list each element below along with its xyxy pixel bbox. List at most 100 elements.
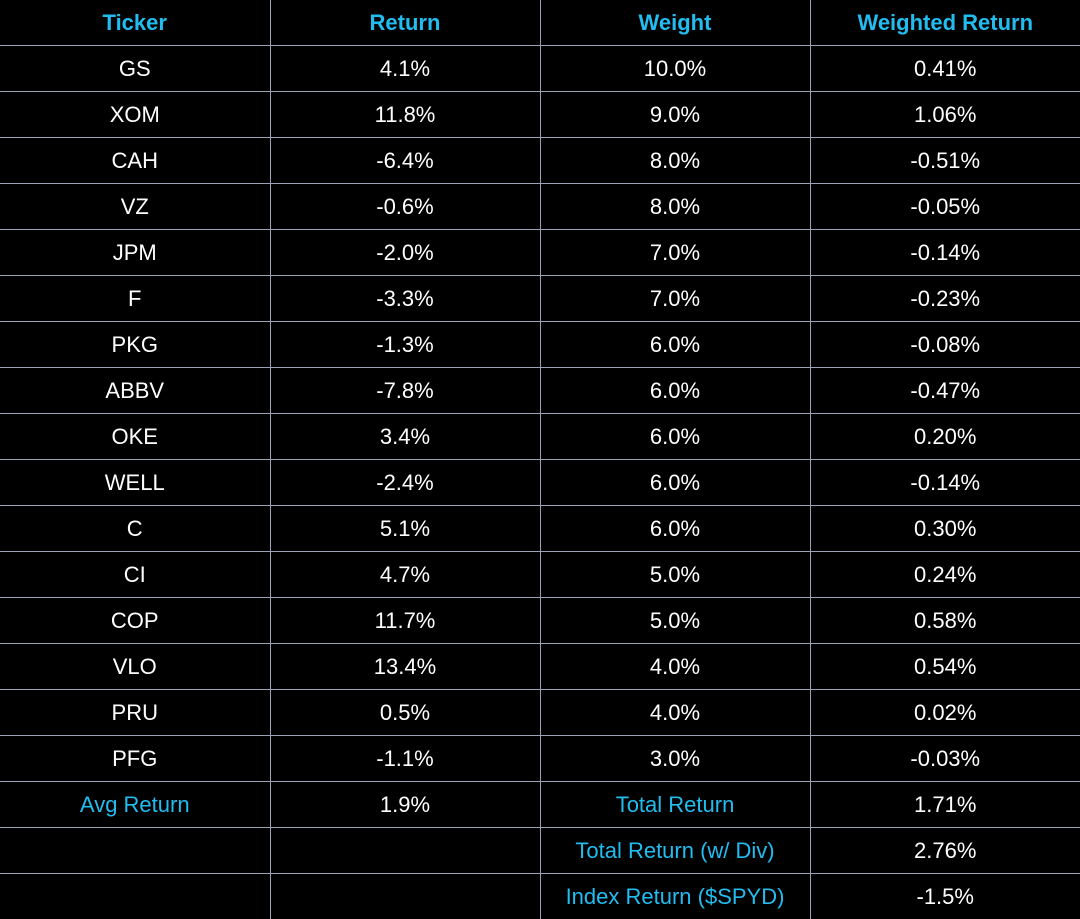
return-cell: 13.4% [270,644,540,690]
weighted-return-cell: -0.14% [810,460,1080,506]
weighted-return-cell: -0.14% [810,230,1080,276]
weighted-return-cell: 0.54% [810,644,1080,690]
weight-cell: 8.0% [540,184,810,230]
ticker-cell: OKE [0,414,270,460]
weight-cell: 8.0% [540,138,810,184]
weighted-return-cell: 0.02% [810,690,1080,736]
ticker-cell: C [0,506,270,552]
weight-cell: 6.0% [540,322,810,368]
total-return-label: Total Return [540,782,810,828]
avg-return-value: 1.9% [270,782,540,828]
total-return-value: 1.71% [810,782,1080,828]
empty-cell [0,874,270,919]
weighted-return-cell: -0.51% [810,138,1080,184]
summary-row-total-div: Total Return (w/ Div) 2.76% [0,828,1080,874]
ticker-cell: JPM [0,230,270,276]
return-cell: 4.1% [270,46,540,92]
ticker-cell: F [0,276,270,322]
weight-cell: 5.0% [540,552,810,598]
weight-cell: 7.0% [540,230,810,276]
header-weight: Weight [540,0,810,46]
table-row: ABBV-7.8%6.0%-0.47% [0,368,1080,414]
header-row: Ticker Return Weight Weighted Return [0,0,1080,46]
weighted-return-cell: -0.47% [810,368,1080,414]
ticker-cell: GS [0,46,270,92]
return-cell: -2.0% [270,230,540,276]
table-row: F-3.3%7.0%-0.23% [0,276,1080,322]
return-cell: -2.4% [270,460,540,506]
index-return-label: Index Return ($SPYD) [540,874,810,919]
return-cell: -1.1% [270,736,540,782]
table-row: PFG-1.1%3.0%-0.03% [0,736,1080,782]
ticker-cell: ABBV [0,368,270,414]
empty-cell [270,828,540,874]
weight-cell: 5.0% [540,598,810,644]
weighted-return-cell: 0.24% [810,552,1080,598]
ticker-cell: WELL [0,460,270,506]
ticker-cell: XOM [0,92,270,138]
weight-cell: 9.0% [540,92,810,138]
weighted-return-cell: -0.08% [810,322,1080,368]
weight-cell: 3.0% [540,736,810,782]
return-cell: 0.5% [270,690,540,736]
ticker-cell: CAH [0,138,270,184]
weight-cell: 4.0% [540,644,810,690]
weight-cell: 6.0% [540,506,810,552]
weighted-return-cell: 0.20% [810,414,1080,460]
return-cell: -1.3% [270,322,540,368]
table-row: PKG-1.3%6.0%-0.08% [0,322,1080,368]
return-cell: -6.4% [270,138,540,184]
return-cell: 4.7% [270,552,540,598]
total-return-div-value: 2.76% [810,828,1080,874]
table-row: VZ-0.6%8.0%-0.05% [0,184,1080,230]
weight-cell: 10.0% [540,46,810,92]
empty-cell [0,828,270,874]
return-cell: 3.4% [270,414,540,460]
weight-cell: 6.0% [540,368,810,414]
weighted-return-cell: -0.05% [810,184,1080,230]
ticker-cell: VZ [0,184,270,230]
return-cell: -3.3% [270,276,540,322]
weighted-return-cell: -0.23% [810,276,1080,322]
index-return-value: -1.5% [810,874,1080,919]
weighted-return-cell: 1.06% [810,92,1080,138]
weighted-return-cell: 0.41% [810,46,1080,92]
return-cell: -7.8% [270,368,540,414]
weighted-return-cell: 0.30% [810,506,1080,552]
ticker-cell: PKG [0,322,270,368]
table-row: CAH-6.4%8.0%-0.51% [0,138,1080,184]
weighted-return-cell: -0.03% [810,736,1080,782]
return-cell: -0.6% [270,184,540,230]
header-weighted-return: Weighted Return [810,0,1080,46]
return-cell: 5.1% [270,506,540,552]
summary-row-index: Index Return ($SPYD) -1.5% [0,874,1080,919]
summary-row-avg-total: Avg Return 1.9% Total Return 1.71% [0,782,1080,828]
return-cell: 11.7% [270,598,540,644]
weight-cell: 6.0% [540,414,810,460]
weight-cell: 7.0% [540,276,810,322]
total-return-div-label: Total Return (w/ Div) [540,828,810,874]
ticker-cell: PFG [0,736,270,782]
header-return: Return [270,0,540,46]
weight-cell: 4.0% [540,690,810,736]
ticker-cell: PRU [0,690,270,736]
return-cell: 11.8% [270,92,540,138]
weight-cell: 6.0% [540,460,810,506]
empty-cell [270,874,540,919]
table-row: WELL-2.4%6.0%-0.14% [0,460,1080,506]
avg-return-label: Avg Return [0,782,270,828]
table-row: JPM-2.0%7.0%-0.14% [0,230,1080,276]
weighted-return-cell: 0.58% [810,598,1080,644]
header-ticker: Ticker [0,0,270,46]
ticker-cell: COP [0,598,270,644]
ticker-cell: CI [0,552,270,598]
